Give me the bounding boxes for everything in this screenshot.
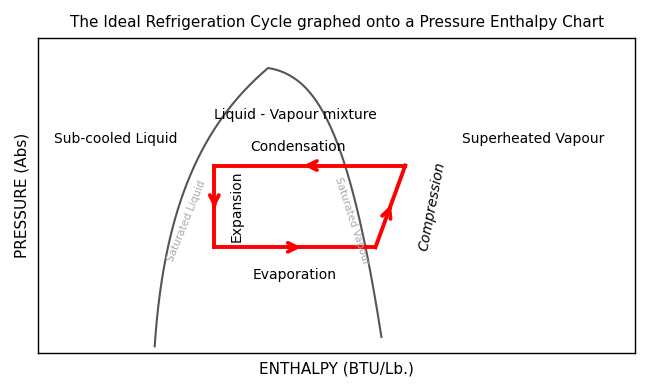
Text: Saturated Vapour: Saturated Vapour <box>333 176 370 265</box>
Text: Evaporation: Evaporation <box>253 268 337 282</box>
Y-axis label: PRESSURE (Abs): PRESSURE (Abs) <box>15 133 30 258</box>
Text: Superheated Vapour: Superheated Vapour <box>462 132 604 146</box>
Text: Compression: Compression <box>417 161 448 252</box>
Text: Saturated Liquid: Saturated Liquid <box>166 179 207 262</box>
Text: Condensation: Condensation <box>250 140 346 154</box>
Text: Expansion: Expansion <box>230 170 244 242</box>
Text: Liquid - Vapour mixture: Liquid - Vapour mixture <box>213 108 376 122</box>
Title: The Ideal Refrigeration Cycle graphed onto a Pressure Enthalpy Chart: The Ideal Refrigeration Cycle graphed on… <box>70 15 604 30</box>
X-axis label: ENTHALPY (BTU/Lb.): ENTHALPY (BTU/Lb.) <box>259 361 414 376</box>
Text: Sub-cooled Liquid: Sub-cooled Liquid <box>54 132 177 146</box>
